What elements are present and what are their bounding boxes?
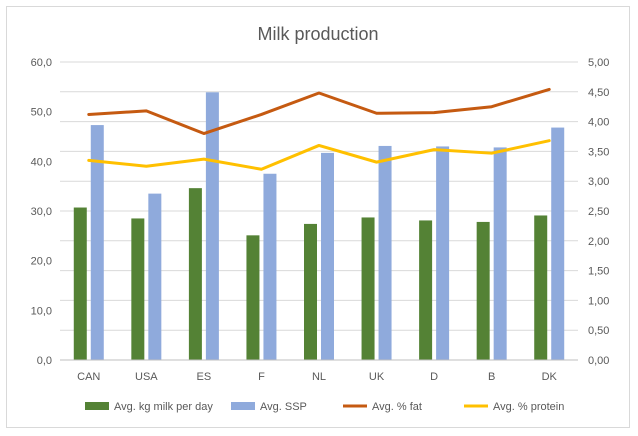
category-label: CAN	[77, 371, 100, 383]
bar	[551, 127, 565, 360]
legend-label: Avg. % fat	[372, 401, 422, 413]
right-axis-tick-label: 2,50	[588, 206, 609, 218]
left-axis-tick-label: 30,0	[31, 206, 52, 218]
bar	[148, 193, 162, 360]
bar	[534, 215, 548, 360]
bar	[436, 146, 450, 360]
category-label: NL	[312, 371, 326, 383]
legend-swatch	[231, 402, 255, 410]
right-axis-tick-label: 4,00	[588, 117, 609, 129]
bar	[419, 220, 433, 360]
bar	[131, 218, 145, 360]
category-label: F	[258, 371, 265, 383]
right-axis-tick-label: 2,00	[588, 236, 609, 248]
series-line	[87, 139, 551, 171]
bar	[476, 221, 490, 360]
bar	[378, 145, 392, 360]
chart-frame	[6, 6, 630, 428]
legend-swatch	[85, 402, 109, 410]
bar	[361, 217, 375, 360]
chart-title: Milk production	[257, 24, 378, 44]
legend-label: Avg. kg milk per day	[114, 401, 213, 413]
bars	[73, 92, 565, 361]
legend-label: Avg. SSP	[260, 401, 307, 413]
right-axis-tick-label: 0,00	[588, 355, 609, 367]
right-axis-tick-label: 1,00	[588, 295, 609, 307]
legend-label: Avg. % protein	[493, 401, 564, 413]
bar	[246, 235, 260, 360]
bar	[493, 147, 507, 360]
category-label: DK	[542, 371, 558, 383]
left-axis-tick-label: 20,0	[31, 256, 52, 268]
right-axis-tick-label: 4,50	[588, 87, 609, 99]
left-axis-tick-label: 40,0	[31, 156, 52, 168]
bar	[263, 173, 277, 360]
bar	[321, 152, 334, 360]
right-axis-tick-label: 0,50	[588, 325, 609, 337]
series-line	[87, 87, 551, 136]
left-axis-tick-label: 60,0	[31, 57, 52, 69]
category-label: D	[430, 371, 438, 383]
bar	[188, 188, 202, 360]
bar	[90, 125, 104, 361]
axes: 0,00 0,50 1,00 1,50 2,00 2,50 3,00 3,50 4,00 4,50…	[31, 57, 610, 383]
right-axis-tick-label: 3,00	[588, 176, 609, 188]
category-label: UK	[369, 371, 385, 383]
left-axis-tick-label: 0,0	[37, 355, 52, 367]
left-axis-tick-label: 10,0	[31, 305, 52, 317]
category-label: USA	[135, 371, 158, 383]
lines	[87, 87, 551, 171]
legend: Avg. kg milk per day Avg. SSP Avg. % fat Av…	[85, 401, 564, 413]
right-axis-tick-label: 5,00	[588, 57, 609, 69]
category-label: ES	[197, 371, 212, 383]
bar	[304, 223, 317, 360]
left-axis-tick-label: 50,0	[31, 107, 52, 119]
bar	[73, 207, 87, 360]
right-axis-tick-label: 1,50	[588, 266, 609, 278]
category-label: B	[488, 371, 495, 383]
right-axis-tick-label: 3,50	[588, 146, 609, 158]
